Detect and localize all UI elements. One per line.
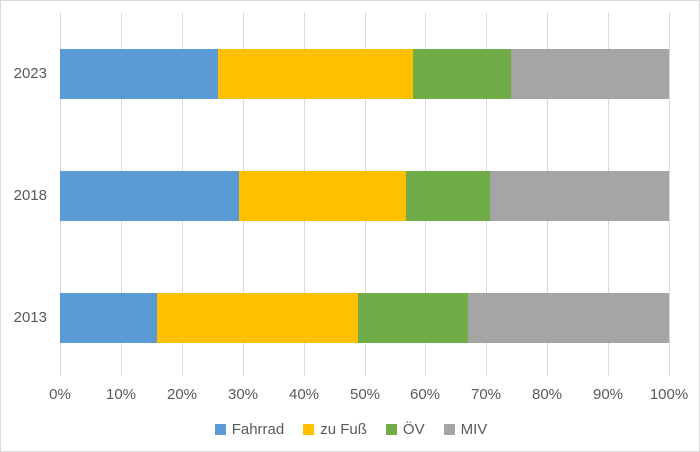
bar-segment-2018-Fahrrad (60, 171, 239, 221)
legend-swatch-icon (443, 424, 455, 435)
y-axis-label-2023: 2023 (13, 65, 47, 82)
bar-segment-2023-MIV (510, 49, 669, 99)
legend-label: zu Fuß (320, 421, 367, 438)
x-axis-label-100%: 100% (649, 386, 689, 403)
x-axis-label-90%: 90% (592, 386, 624, 403)
x-axis-label-20%: 20% (166, 386, 198, 403)
legend-item-zu Fuß: zu Fuß (303, 421, 367, 438)
bar-segment-2023-ÖV (413, 49, 511, 99)
x-axis-label-80%: 80% (531, 386, 563, 403)
bar-segment-2013-zu Fuß (157, 293, 359, 343)
bar-segment-2013-MIV (468, 293, 669, 343)
legend-swatch-icon (385, 424, 397, 435)
legend: Fahrrad zu Fuß ÖV MIV (1, 421, 699, 438)
bar-segment-2018-zu Fuß (238, 171, 407, 221)
x-axis-label-50%: 50% (349, 386, 381, 403)
bar-segment-2018-MIV (490, 171, 670, 221)
legend-swatch-icon (303, 424, 315, 435)
y-axis-label-2013: 2013 (13, 309, 47, 326)
bar-row-2013 (60, 293, 669, 343)
legend-item-MIV: MIV (443, 421, 488, 438)
x-axis-label-0%: 0% (49, 386, 71, 403)
bar-row-2018 (60, 171, 670, 221)
y-axis-label-2018: 2018 (13, 187, 47, 204)
bar-segment-2013-ÖV (358, 293, 469, 343)
bar-segment-2018-ÖV (406, 171, 491, 221)
bar-row-2023 (60, 49, 669, 99)
legend-swatch-icon (214, 424, 226, 435)
x-axis-label-70%: 70% (470, 386, 502, 403)
x-axis-label-40%: 40% (288, 386, 320, 403)
x-axis-label-10%: 10% (105, 386, 137, 403)
legend-label: Fahrrad (231, 421, 285, 438)
bar-segment-2013-Fahrrad (60, 293, 158, 343)
legend-item-Fahrrad: Fahrrad (214, 421, 285, 438)
bar-segment-2023-Fahrrad (60, 49, 219, 99)
legend-label: ÖV (402, 421, 425, 438)
legend-item-ÖV: ÖV (385, 421, 425, 438)
x-axis-label-30%: 30% (227, 386, 259, 403)
legend-label: MIV (460, 421, 488, 438)
bar-segment-2023-zu Fuß (218, 49, 414, 99)
x-axis-label-60%: 60% (409, 386, 441, 403)
